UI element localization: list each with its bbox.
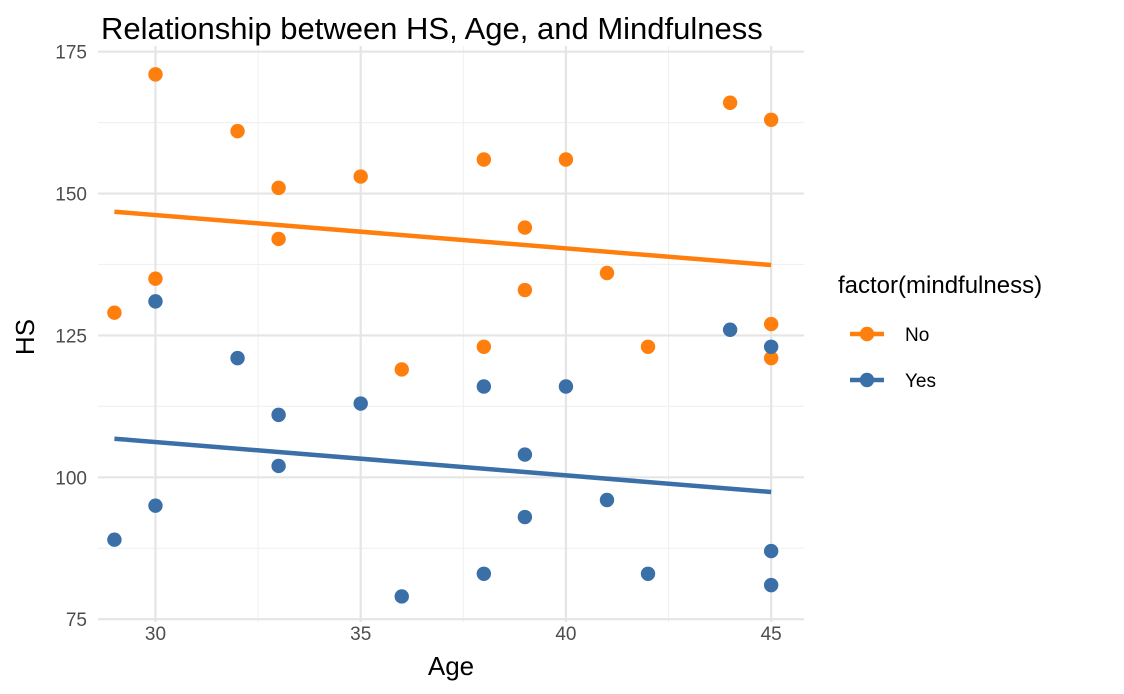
data-point-no <box>230 123 245 139</box>
data-point-yes <box>763 577 779 593</box>
data-point-no <box>107 305 122 320</box>
data-point-no <box>353 169 368 184</box>
data-point-yes <box>558 379 574 394</box>
data-point-yes <box>599 492 615 508</box>
legend-label: Yes <box>905 371 936 392</box>
data-point-yes <box>476 566 492 581</box>
data-point-no <box>271 180 286 196</box>
data-point-no <box>722 95 738 110</box>
x-tick-labels: 30 35 40 45 <box>145 624 782 645</box>
legend-item-yes: Yes <box>850 371 936 392</box>
data-point-no <box>640 339 656 354</box>
data-point-yes <box>640 566 656 581</box>
data-point-no <box>763 316 779 332</box>
y-axis-title: HS <box>10 319 40 355</box>
y-tick-label: 125 <box>55 326 87 347</box>
data-point-yes <box>148 498 163 513</box>
x-tick-label: 30 <box>145 624 166 645</box>
fit-line-yes <box>114 436 772 495</box>
data-point-no <box>271 231 286 247</box>
data-point-yes <box>394 589 409 604</box>
x-tick-label: 35 <box>350 624 371 645</box>
data-point-no <box>763 112 779 127</box>
y-tick-label: 175 <box>55 43 87 64</box>
data-point-no <box>394 362 409 377</box>
data-point-yes <box>107 532 122 547</box>
data-point-no <box>476 152 492 167</box>
y-tick-labels: 75 100 125 150 175 <box>55 43 87 631</box>
data-point-yes <box>230 350 245 366</box>
y-tick-label: 75 <box>66 610 87 631</box>
data-point-yes <box>722 322 738 337</box>
data-point-no <box>148 67 163 82</box>
chart-title: Relationship between HS, Age, and Mindfu… <box>101 11 763 46</box>
x-tick-label: 40 <box>555 624 576 645</box>
y-tick-label: 100 <box>55 468 87 489</box>
legend: factor(mindfulness) No Yes <box>838 272 1042 392</box>
fit-lines <box>114 209 772 495</box>
data-points <box>107 67 779 604</box>
data-point-yes <box>271 407 286 423</box>
data-point-yes <box>476 379 492 394</box>
x-tick-label: 45 <box>761 624 782 645</box>
fit-line-no <box>114 209 772 268</box>
legend-key-point <box>859 326 875 342</box>
data-point-no <box>517 220 533 235</box>
x-axis-title: Age <box>428 651 474 681</box>
legend-key-point <box>859 372 875 388</box>
data-point-yes <box>763 543 779 559</box>
data-point-no <box>476 339 492 354</box>
data-point-no <box>517 282 533 298</box>
data-point-yes <box>763 339 779 354</box>
data-point-no <box>763 350 779 366</box>
data-point-yes <box>353 396 368 411</box>
data-point-yes <box>271 458 286 474</box>
legend-label: No <box>905 325 929 346</box>
data-point-yes <box>517 447 533 462</box>
data-point-yes <box>517 509 533 525</box>
data-point-no <box>558 152 574 167</box>
legend-title: factor(mindfulness) <box>838 272 1042 299</box>
data-point-yes <box>148 294 163 309</box>
y-tick-label: 150 <box>55 185 87 206</box>
plot-grid <box>98 46 804 622</box>
data-point-no <box>148 271 163 286</box>
data-point-no <box>599 265 615 281</box>
legend-item-no: No <box>850 325 929 346</box>
